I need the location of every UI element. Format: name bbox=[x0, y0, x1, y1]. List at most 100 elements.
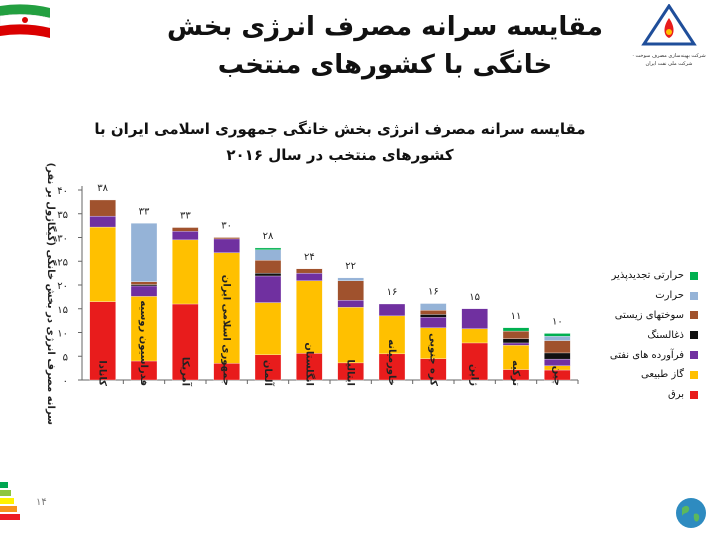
bar-total-label: ۱۶ bbox=[428, 287, 439, 298]
x-tick-label: جمهوری اسلامی ایران bbox=[221, 275, 232, 386]
x-tick-label: کانادا bbox=[97, 360, 108, 386]
bar-segment bbox=[254, 272, 282, 277]
bar-segment bbox=[254, 247, 282, 250]
legend-entry: فرآورده های نفتی bbox=[580, 345, 698, 365]
slide-title: مقایسه سرانه مصرف انرژی بخش خانگی با کشو… bbox=[167, 12, 603, 80]
bar-segment bbox=[502, 342, 530, 346]
legend-swatch bbox=[690, 291, 698, 300]
bar-total-label: ۳۳ bbox=[180, 211, 191, 222]
legend-entry: ذغالسنگ bbox=[580, 325, 698, 345]
bar-segment bbox=[89, 226, 116, 302]
bar-segment bbox=[213, 252, 240, 364]
bar-segment bbox=[172, 231, 199, 241]
bar-segment bbox=[130, 296, 158, 362]
bar-segment bbox=[296, 272, 323, 281]
y-tick-label: ۰ bbox=[63, 376, 68, 387]
bar-segment bbox=[89, 199, 116, 217]
bar-segment bbox=[254, 260, 282, 274]
bar-segment bbox=[130, 284, 158, 287]
bar-segment bbox=[337, 300, 364, 308]
bar-segment bbox=[213, 238, 240, 253]
legend-swatch bbox=[690, 370, 698, 379]
y-tick-label: ۵ bbox=[63, 352, 68, 363]
bar-total-label: ۱۱ bbox=[511, 311, 522, 322]
bar-segment bbox=[254, 249, 282, 261]
bar-total-label: ۱۰ bbox=[552, 316, 563, 327]
y-tick-label: ۱۵ bbox=[57, 305, 68, 316]
x-tick-label: ژاپن bbox=[469, 364, 480, 386]
bar-segment bbox=[461, 328, 488, 344]
x-tick-label: فدراسیون روسیه bbox=[138, 300, 149, 386]
bar-segment bbox=[420, 303, 447, 311]
legend-label: گاز طبیعی bbox=[641, 369, 684, 381]
bar-segment bbox=[89, 301, 116, 381]
y-tick-label: ۴۰ bbox=[57, 186, 68, 197]
bar-segment bbox=[502, 330, 530, 339]
bar-segment bbox=[296, 268, 323, 274]
legend-entry: حرارت bbox=[580, 286, 698, 306]
legend-label: حرارتی تجدیدپذیر bbox=[611, 270, 684, 282]
y-tick-label: ۱۰ bbox=[57, 329, 68, 340]
bar-segment bbox=[296, 353, 323, 381]
bar-segment bbox=[544, 336, 571, 341]
energy-rating-icon bbox=[0, 482, 20, 520]
x-tick-label: خاورمیانه bbox=[386, 339, 397, 386]
legend-label: سوختهای زیستی bbox=[614, 309, 684, 321]
bar-segment bbox=[337, 277, 364, 281]
logo-caption: شرکت بهینه‌سازی مصرف سوخت · شرکت ملی نفت… bbox=[632, 53, 706, 67]
bar-segment bbox=[502, 338, 530, 344]
bar-segment bbox=[378, 303, 406, 317]
legend-swatch bbox=[690, 351, 698, 360]
bar-segment bbox=[172, 227, 199, 232]
legend-swatch bbox=[690, 390, 698, 399]
chart-title: مقایسه سرانه مصرف انرژی بخش خانگی جمهوری… bbox=[94, 120, 586, 164]
bar-segment bbox=[420, 317, 447, 328]
bar-segment bbox=[420, 327, 447, 359]
bar-total-label: ۲۴ bbox=[304, 252, 315, 263]
x-tick-label: چین bbox=[551, 366, 562, 386]
x-tick-label: کره جنوبی bbox=[427, 333, 438, 386]
bar-segment bbox=[130, 281, 158, 285]
bar-segment bbox=[130, 223, 158, 282]
bar-segment bbox=[254, 302, 282, 355]
globe-icon bbox=[676, 498, 706, 528]
bar-segment bbox=[544, 340, 571, 354]
bar-total-label: ۲۸ bbox=[263, 231, 274, 242]
bar-segment bbox=[461, 342, 488, 381]
bar-total-label: ۱۵ bbox=[469, 292, 480, 303]
bar-segment bbox=[461, 308, 488, 329]
legend-entry: حرارتی تجدیدپذیر bbox=[580, 266, 698, 286]
iran-flag-icon bbox=[0, 4, 50, 38]
legend-swatch bbox=[690, 311, 698, 320]
bar-total-label: ۳۳ bbox=[139, 206, 150, 217]
legend-entry: سوختهای زیستی bbox=[580, 306, 698, 326]
bar-segment bbox=[213, 237, 240, 240]
legend-label: فرآورده های نفتی bbox=[609, 349, 684, 361]
legend-label: ذغالسنگ bbox=[647, 329, 684, 341]
bar-segment bbox=[378, 315, 406, 355]
y-tick-label: ۳۵ bbox=[57, 210, 68, 221]
legend-entry: برق bbox=[580, 385, 698, 405]
bar-segment bbox=[544, 352, 571, 360]
bar-segment bbox=[89, 215, 116, 228]
legend-label: برق bbox=[667, 389, 684, 401]
x-tick-label: ایتالیا bbox=[345, 359, 356, 386]
legend-swatch bbox=[690, 271, 698, 280]
company-logo-icon bbox=[641, 3, 697, 46]
legend-label: حرارت bbox=[655, 290, 684, 302]
x-tick-label: ترکیه bbox=[510, 360, 521, 386]
x-tick-label: آمریکا bbox=[179, 357, 192, 387]
bar-total-label: ۱۶ bbox=[387, 287, 398, 298]
x-tick-label: انگلستان bbox=[303, 342, 316, 386]
page-number: ۱۴ bbox=[36, 497, 47, 508]
bar-segment bbox=[172, 239, 199, 305]
bar-segment bbox=[130, 285, 158, 297]
legend-entry: گاز طبیعی bbox=[580, 365, 698, 385]
bar-total-label: ۳۰ bbox=[221, 221, 232, 232]
bar-segment bbox=[337, 307, 364, 364]
chart-legend: حرارتی تجدیدپذیر حرارت سوختهای زیستی ذغالسن… bbox=[580, 266, 698, 405]
x-tick-label: آلمان bbox=[262, 360, 275, 387]
bar-segment bbox=[420, 310, 447, 315]
